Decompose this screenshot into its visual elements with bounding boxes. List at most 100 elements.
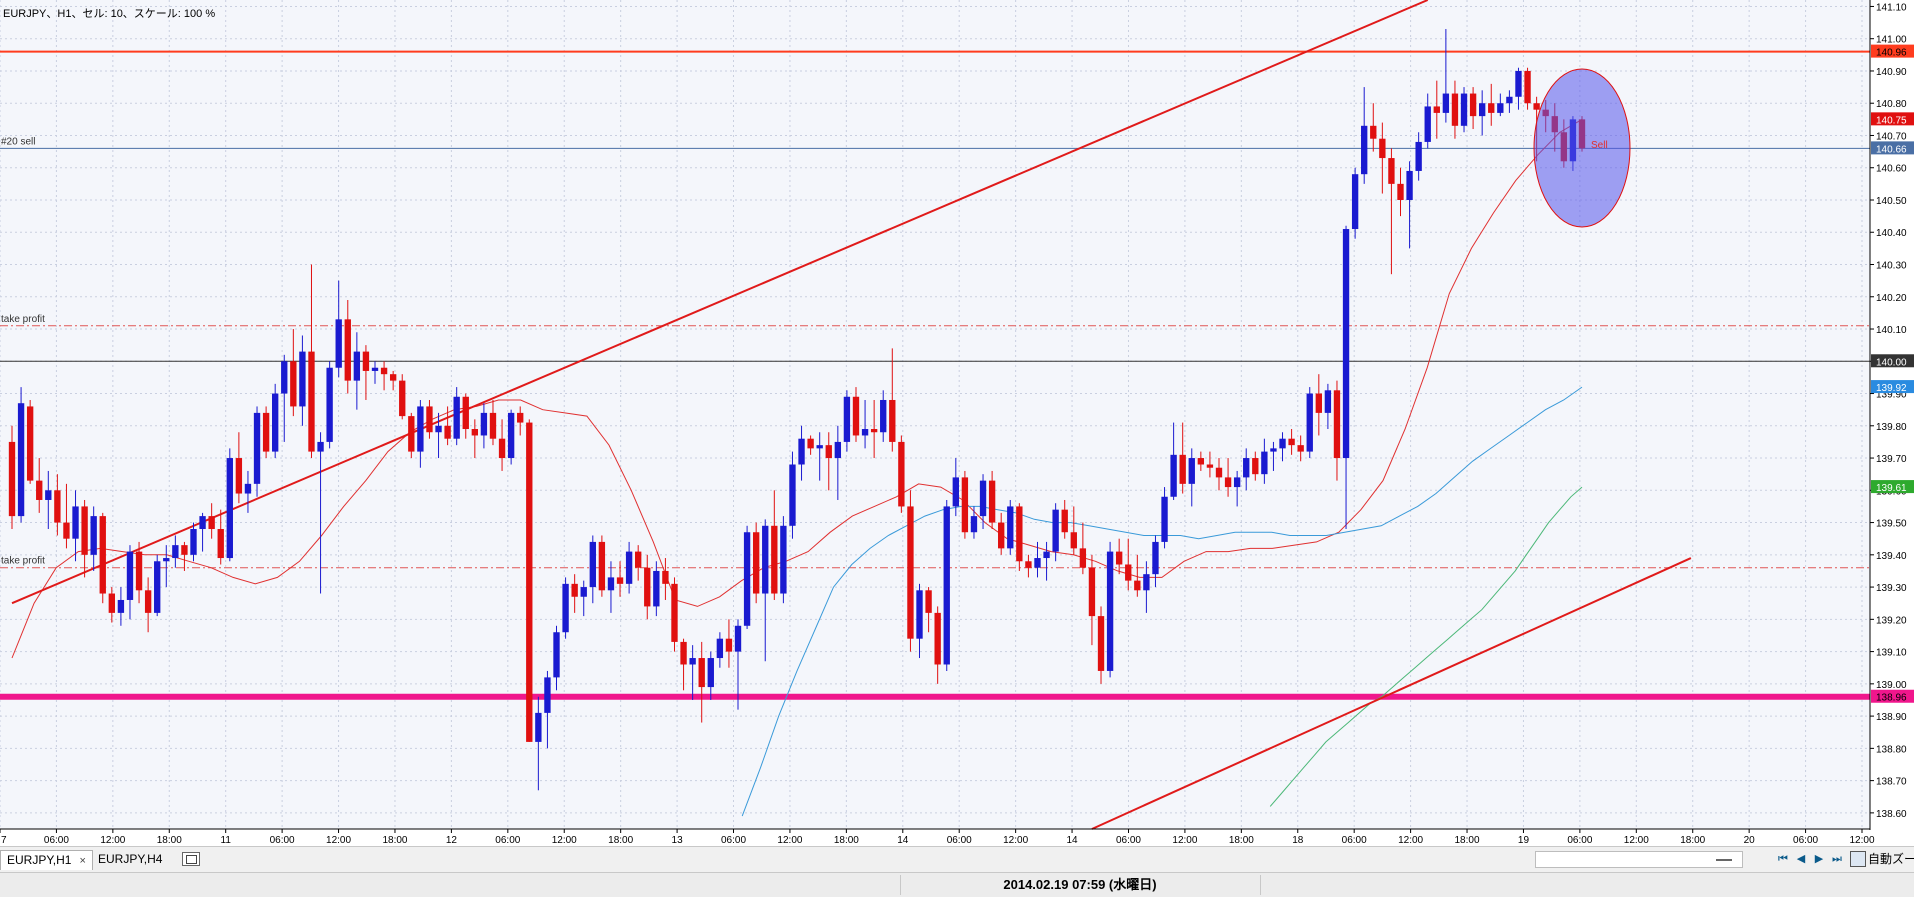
status-divider (1260, 875, 1261, 895)
price-tick-label: 140.40 (1876, 228, 1907, 239)
candle-body (108, 593, 116, 613)
price-tick-label: 138.90 (1876, 712, 1907, 723)
candle (998, 512, 1005, 555)
candle (1270, 441, 1277, 471)
candle (1215, 458, 1223, 491)
candle (816, 432, 823, 481)
price-tick-label: 139.10 (1876, 648, 1907, 659)
candle (45, 470, 52, 530)
candle (462, 393, 469, 439)
price-tag-bg (1871, 380, 1914, 394)
candle (961, 470, 969, 539)
candle-body (734, 625, 742, 652)
candle-body (798, 438, 805, 465)
candle-body (1034, 558, 1041, 568)
time-tick-label: 06:00 (270, 835, 295, 846)
chart[interactable]: Sell 141.10 141.00 140.90 140.80 140.70 140.6… (0, 0, 1914, 846)
price-tag-label: 139.61 (1876, 483, 1907, 494)
candle (1379, 122, 1386, 194)
candle (952, 458, 959, 517)
scrollbar-thumb[interactable] (1716, 859, 1732, 861)
candle-body (1478, 103, 1486, 117)
tab-eurjpy-h1[interactable]: EURJPY,H1 × (0, 850, 93, 870)
candle-body (979, 480, 987, 517)
autozoom-label[interactable]: 自動ズーム (1868, 852, 1914, 866)
candle-body (417, 406, 424, 452)
nav-next-icon[interactable]: ▶ (1814, 852, 1824, 865)
price-tick-label: 138.80 (1876, 744, 1907, 755)
candle-body (190, 529, 197, 555)
time-tick-label: 12:00 (1172, 835, 1197, 846)
candle (1034, 541, 1041, 578)
price-tag-bg (1871, 112, 1914, 126)
candle-body (1007, 506, 1014, 549)
candle-body (99, 516, 106, 594)
candle (99, 512, 106, 604)
time-tick-label: 20 (1744, 835, 1756, 846)
nav-prev-icon[interactable]: ◀ (1796, 852, 1806, 865)
price-tag-bg (1871, 141, 1914, 155)
candle (1524, 67, 1531, 110)
candle-body (852, 396, 860, 436)
tab-close-icon[interactable]: × (79, 855, 86, 867)
candle-body (262, 412, 270, 452)
candle (1106, 541, 1114, 678)
chart-scrollbar[interactable] (1535, 851, 1743, 868)
time-tick-label: 12 (446, 835, 458, 846)
candle-body (36, 480, 43, 500)
candle (389, 370, 397, 391)
price-tag-label: 139.92 (1876, 383, 1907, 394)
candle-body (72, 506, 79, 539)
ma-red-line (11, 118, 1583, 659)
candle (1125, 538, 1132, 591)
candle-body (462, 396, 469, 430)
tab-eurjpy-h4[interactable]: EURJPY,H4 (92, 850, 168, 869)
chart-tab-bar: EURJPY,H1 × EURJPY,H4 ⏮ ◀ ▶ ⏭ 自動ズーム (0, 846, 1914, 873)
candle (108, 587, 116, 623)
candle (1243, 448, 1250, 491)
new-window-icon[interactable] (182, 852, 200, 866)
candle (607, 561, 615, 613)
candle (1224, 458, 1232, 497)
candle (1297, 435, 1304, 462)
nav-last-icon[interactable]: ⏭ (1832, 852, 1842, 865)
candle-body (1206, 464, 1214, 468)
candle-body (226, 458, 233, 559)
candle-body (1370, 125, 1377, 139)
candle-body (1324, 390, 1332, 413)
candle-body (662, 570, 669, 584)
autozoom-icon[interactable] (1850, 851, 1866, 867)
candle-body (1333, 390, 1341, 459)
candle (1497, 93, 1504, 117)
candle-body (653, 570, 660, 607)
time-tick-label: 11 (221, 835, 232, 846)
candle-body (299, 351, 306, 407)
candle-body (1233, 477, 1241, 488)
candle-body (1460, 93, 1468, 126)
candle-body (45, 490, 52, 500)
nav-first-icon[interactable]: ⏮ (1778, 852, 1788, 865)
candle (208, 503, 215, 539)
price-tick-label: 140.20 (1876, 293, 1907, 304)
candle-body (1088, 567, 1096, 617)
candle-body (789, 464, 796, 526)
candle-body (698, 658, 705, 688)
candle-body (998, 522, 1005, 549)
candle-body (253, 412, 261, 484)
candle-body (90, 516, 97, 555)
price-tick-label: 139.80 (1876, 422, 1907, 433)
candle (1406, 161, 1413, 249)
candle-body (571, 583, 578, 597)
candle (1451, 80, 1459, 139)
candle (861, 399, 869, 449)
candle-body (17, 403, 25, 517)
candle-body (616, 577, 624, 584)
candle-body (172, 545, 179, 559)
candle (752, 522, 760, 604)
candle-body (907, 506, 914, 639)
candle-body (1052, 509, 1059, 552)
candle (190, 522, 197, 562)
candle-body (725, 638, 733, 652)
candle (226, 448, 233, 562)
candle (371, 361, 379, 384)
